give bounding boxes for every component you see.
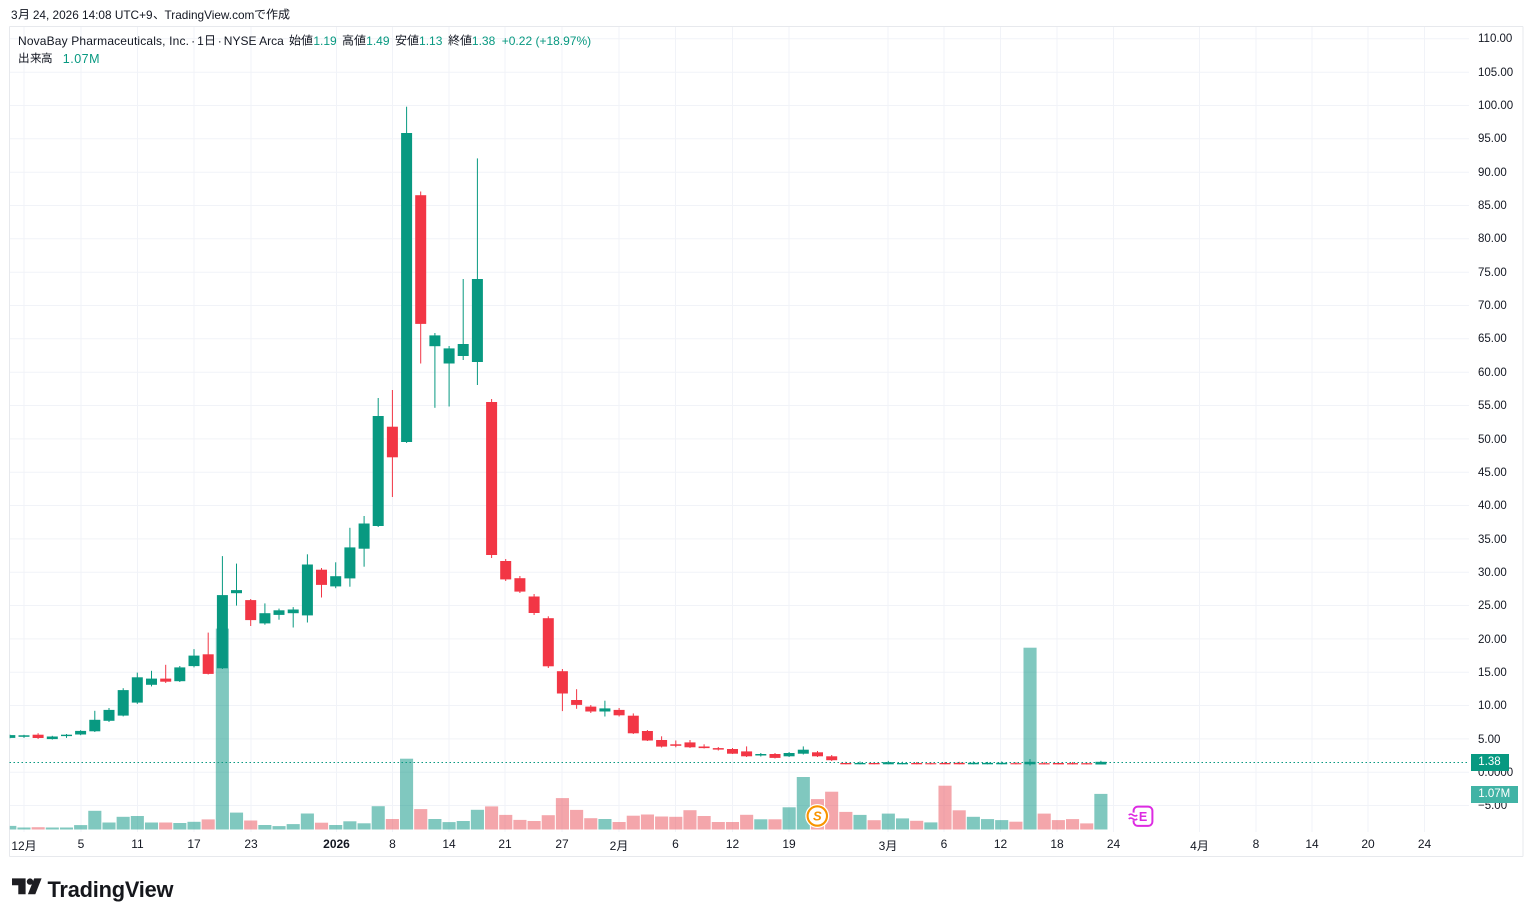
svg-text:E: E [1139,810,1147,824]
svg-text:S: S [813,809,822,824]
